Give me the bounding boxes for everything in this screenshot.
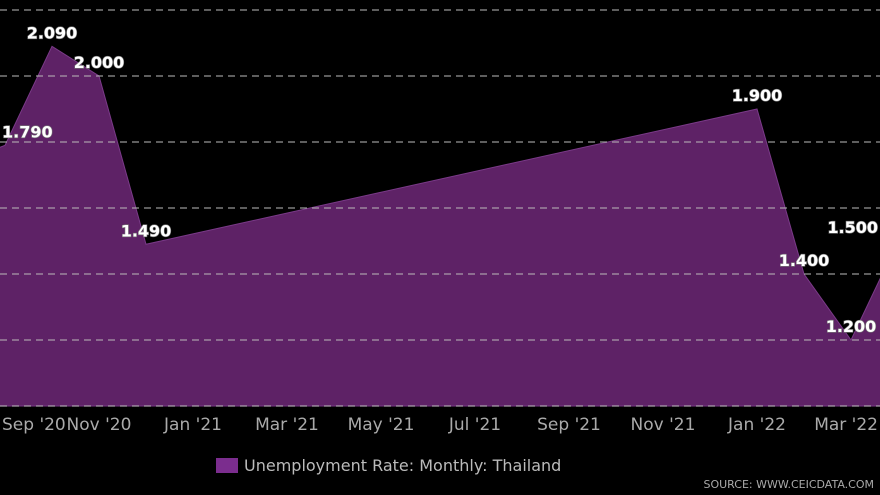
x-tick-label: Jan '22 <box>727 415 786 435</box>
data-label: 1.200 <box>826 317 877 336</box>
series-area <box>0 45 880 407</box>
x-tick-label: Mar '21 <box>255 415 319 435</box>
x-tick-label: May '21 <box>348 415 415 435</box>
data-label: 1.400 <box>779 251 830 270</box>
data-label: 1.790 <box>2 122 53 141</box>
data-label: 1.900 <box>732 86 783 105</box>
x-tick-label: Jul '21 <box>448 415 501 435</box>
legend-swatch <box>216 458 238 473</box>
legend: Unemployment Rate: Monthly: Thailand <box>216 456 561 475</box>
x-tick-label: Sep '20 <box>2 415 66 435</box>
x-tick-label: Nov '20 <box>67 415 132 435</box>
x-tick-label: Jan '21 <box>163 415 222 435</box>
x-tick-label: Nov '21 <box>631 415 696 435</box>
x-tick-label: Mar '22 <box>814 415 878 435</box>
data-label: 1.500 <box>827 218 878 237</box>
legend-label: Unemployment Rate: Monthly: Thailand <box>244 456 562 475</box>
source-note: SOURCE: WWW.CEICDATA.COM <box>703 478 874 491</box>
data-label: 1.490 <box>121 221 172 240</box>
data-label: 2.090 <box>27 23 78 42</box>
data-label: 2.000 <box>74 53 125 72</box>
x-tick-label: Sep '21 <box>537 415 601 435</box>
